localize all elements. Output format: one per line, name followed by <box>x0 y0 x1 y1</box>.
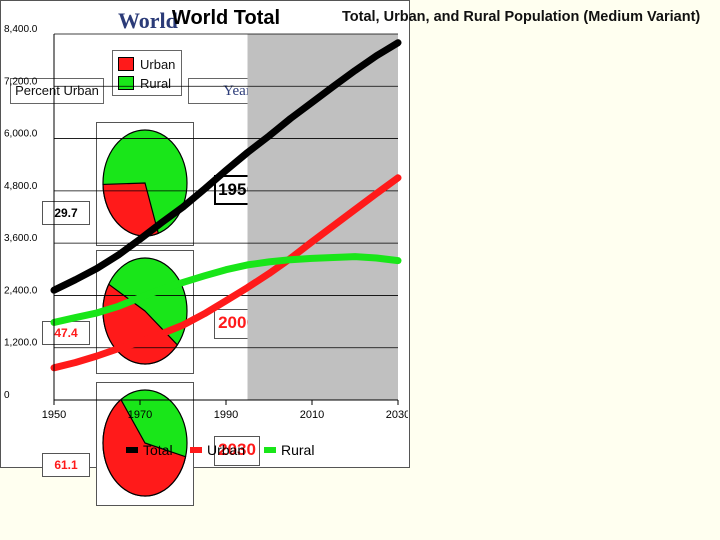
chart-frame: World Total 0 1,200.0 2,400.0 3,600.0 4,800.… <box>0 0 410 468</box>
x-tick-label: 1950 <box>42 409 66 421</box>
legend-urban: Urban <box>118 57 175 75</box>
line-chart: World Total 0 1,200.0 2,400.0 3,600.0 4,800.… <box>4 7 408 458</box>
series-line-urban <box>50 174 402 372</box>
percent-urban-label: Percent Urban <box>10 78 104 104</box>
pie-frame-1950 <box>96 122 194 246</box>
chart-subtitle: World Total <box>172 7 280 29</box>
pie-urban-slice <box>102 398 187 497</box>
pie-2030 <box>102 389 188 497</box>
pie-urban-slice <box>102 182 160 237</box>
urban-swatch <box>118 57 134 71</box>
pie-1950 <box>102 129 188 237</box>
pie-frame-2030 <box>96 382 194 506</box>
percent-urban-2030: 61.1 <box>42 453 90 477</box>
x-tick-label: 1990 <box>214 409 238 421</box>
legend-urban-label: Urban <box>140 57 176 72</box>
percent-urban-2000: 47.4 <box>42 321 90 345</box>
y-tick-label: 6,000.0 <box>4 129 38 140</box>
legend-rural-label: Rural <box>140 76 172 91</box>
pie-chart-2030 <box>102 389 188 497</box>
x-tick-label: 1970 <box>128 409 152 421</box>
y-tick-label: 7,200.0 <box>4 76 38 87</box>
series-line-rural <box>50 253 402 326</box>
y-tick-label: 8,400.0 <box>4 24 38 35</box>
y-tick-label: 0 <box>4 390 10 401</box>
projection-shade <box>247 34 398 400</box>
y-tick-label: 3,600.0 <box>4 233 38 244</box>
legend-label-urban: Urban <box>207 442 245 458</box>
pie-chart-1950 <box>102 129 188 237</box>
y-tick-label: 4,800.0 <box>4 181 38 192</box>
legend-label-total: Total <box>143 442 173 458</box>
chart-title: Total, Urban, and Rural Population (Medi… <box>342 9 701 25</box>
legend-label-rural: Rural <box>281 442 314 458</box>
series-line-total <box>50 39 402 294</box>
x-tick-label: 2010 <box>300 409 324 421</box>
y-tick-label: 2,400.0 <box>4 285 38 296</box>
x-tick-label: 2030 <box>386 409 408 421</box>
year-2030: 2030 <box>214 436 260 466</box>
y-tick-label: 1,200.0 <box>4 338 38 349</box>
percent-urban-1950: 29.7 <box>42 201 90 225</box>
left-panel-title: World <box>118 8 178 33</box>
